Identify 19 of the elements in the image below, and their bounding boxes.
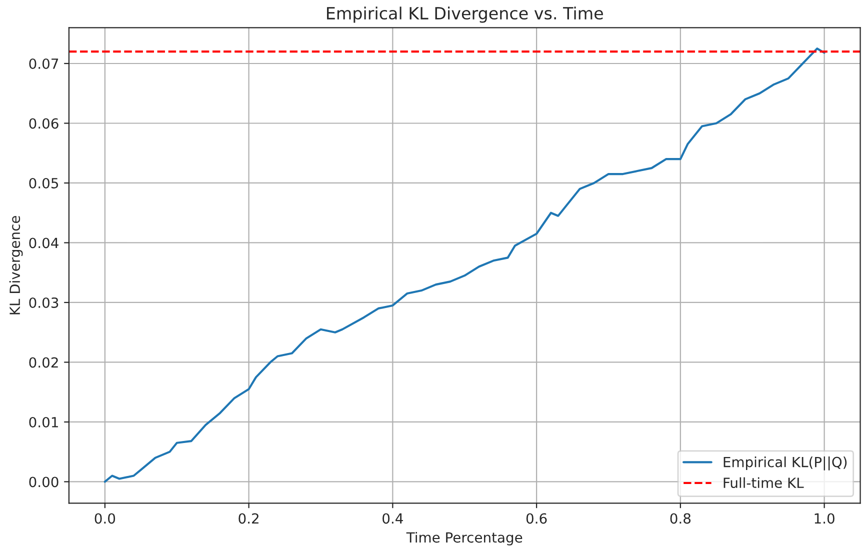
y-tick-label: 0.01 [29, 416, 58, 428]
y-tick-label: 0.05 [29, 178, 58, 188]
y-tick-label: 0.00 [29, 476, 58, 488]
x-axis-title: Time Percentage [406, 532, 522, 546]
x-tick-label: 0.4 [382, 513, 403, 524]
y-tick-label: 0.07 [29, 58, 58, 69]
x-tick-label: 1.0 [814, 513, 834, 524]
x-tick-label: 0.0 [94, 513, 116, 524]
x-tick-label: 0.8 [670, 513, 691, 524]
y-axis-title: KL Divergence [9, 216, 23, 314]
legend-label: Full-time KL [724, 477, 804, 488]
legend-label: Empirical KL(P||Q) [724, 456, 847, 470]
y-tick-label: 0.03 [29, 297, 58, 308]
y-tick-label: 0.06 [29, 118, 58, 129]
x-tick-label: 0.6 [526, 513, 547, 524]
chart-title: Empirical KL Divergence vs. Time [327, 6, 603, 23]
y-tick-label: 0.02 [29, 357, 58, 368]
y-tick-label: 0.04 [29, 238, 58, 248]
x-tick-label: 0.2 [238, 513, 258, 524]
